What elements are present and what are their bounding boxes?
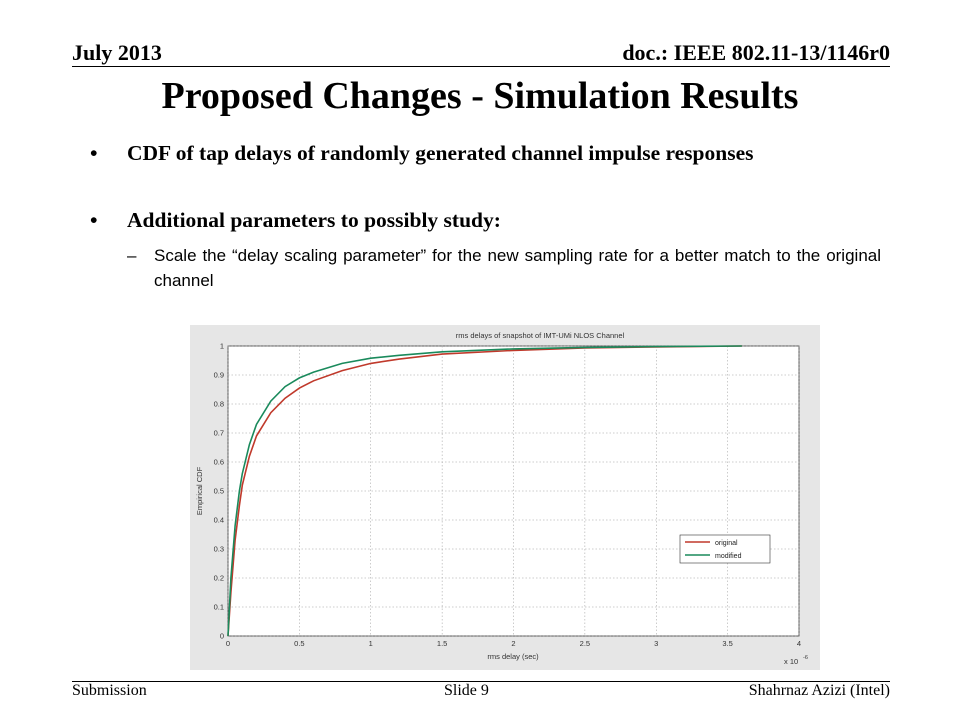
x-axis-multiplier-exp: -6 xyxy=(803,655,808,661)
x-tick-label: 2.5 xyxy=(580,639,590,648)
legend-label-modified: modified xyxy=(715,553,742,560)
grid-lines xyxy=(227,345,800,637)
x-tick-label: 0.5 xyxy=(294,639,304,648)
header-rule xyxy=(72,66,890,67)
y-tick-label: 0.1 xyxy=(214,603,224,612)
x-tick-label: 1 xyxy=(369,639,373,648)
footer-author: Shahrnaz Azizi (Intel) xyxy=(748,682,890,699)
legend: original modified xyxy=(679,534,771,564)
y-tick-label: 0.7 xyxy=(214,429,224,438)
legend-label-original: original xyxy=(715,540,738,547)
x-tick-label: 0 xyxy=(226,639,230,648)
sub-bullet-text: Scale the “delay scaling parameter” for … xyxy=(154,246,881,290)
y-tick-label: 0.8 xyxy=(214,400,224,409)
series-line-modified xyxy=(227,345,742,637)
y-tick-label: 0.3 xyxy=(214,545,224,554)
bullet-2-symbol: • xyxy=(90,208,98,232)
x-axis-label: rms delay (sec) xyxy=(487,652,539,661)
header-date: July 2013 xyxy=(72,40,162,65)
bullet-2-text: Additional parameters to possibly study: xyxy=(127,208,501,232)
y-tick-label: 0.2 xyxy=(214,574,224,583)
x-tick-label: 1.5 xyxy=(437,639,447,648)
footer-rule xyxy=(72,681,890,682)
x-tick-label: 4 xyxy=(797,639,801,648)
cdf-chart: rms delays of snapshot of IMT-UMi NLOS C… xyxy=(190,325,820,670)
footer-slide-number: Slide 9 xyxy=(444,682,489,699)
bullet-1-text: CDF of tap delays of randomly generated … xyxy=(127,141,754,165)
series-line-original xyxy=(227,345,742,637)
legend-box xyxy=(679,534,771,564)
footer-submission: Submission xyxy=(72,682,147,699)
chart-title: rms delays of snapshot of IMT-UMi NLOS C… xyxy=(456,331,625,340)
y-tick-label: 0.6 xyxy=(214,458,224,467)
y-tick-label: 0.5 xyxy=(214,487,224,496)
x-axis-multiplier: x 10 xyxy=(784,657,798,666)
x-tick-label: 3 xyxy=(654,639,658,648)
sub-bullet-symbol: – xyxy=(127,246,137,265)
x-tick-label: 2 xyxy=(511,639,515,648)
y-axis-label: Empirical CDF xyxy=(195,466,204,515)
header-doc-id: doc.: IEEE 802.11-13/1146r0 xyxy=(622,40,890,65)
axis-ticks: 0 0.5 1 1.5 2 2.5 3 3.5 4 0 0.1 0.2 0.3 0.4 0.5 0.6 0.7 0… xyxy=(214,342,802,649)
series-lines xyxy=(227,345,742,637)
y-tick-label: 0 xyxy=(220,632,224,641)
slide-title: Proposed Changes - Simulation Results xyxy=(161,75,799,117)
bullet-1-symbol: • xyxy=(90,141,98,165)
y-tick-label: 0.9 xyxy=(214,371,224,380)
x-tick-label: 3.5 xyxy=(722,639,732,648)
y-tick-label: 1 xyxy=(220,342,224,351)
y-tick-label: 0.4 xyxy=(214,516,224,525)
